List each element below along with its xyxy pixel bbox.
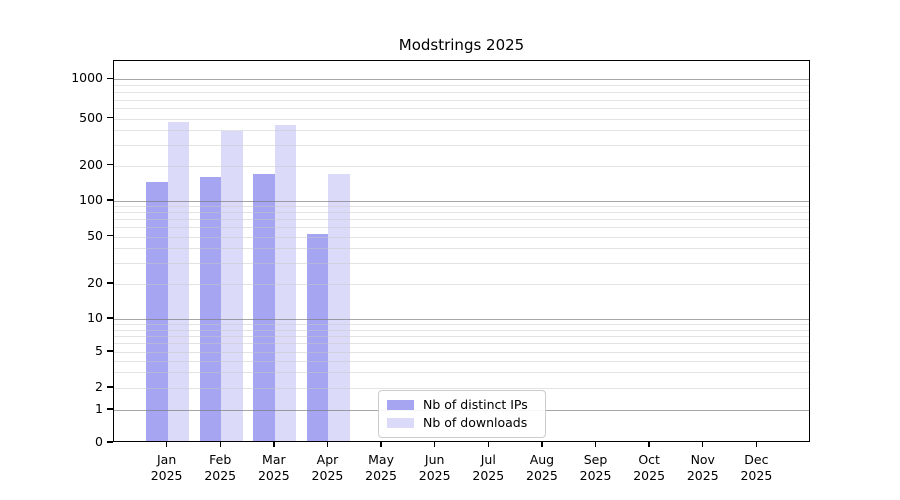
x-tick-year: 2025	[579, 468, 612, 483]
x-tick-month: Nov	[690, 452, 715, 467]
x-tick-year: 2025	[526, 468, 558, 483]
x-tick-year: 2025	[472, 468, 505, 483]
x-tick-month: Aug	[529, 452, 555, 467]
x-tick-label-may: May 2025	[349, 452, 413, 484]
y-tick-mark	[107, 386, 113, 388]
legend-item: Nb of downloads	[387, 416, 537, 430]
y-tick-label: 500	[79, 109, 103, 125]
gridline-minor	[114, 144, 809, 146]
x-tick-mark	[433, 442, 436, 447]
y-tick-label: 200	[79, 156, 103, 172]
y-tick-mark	[107, 317, 113, 319]
x-tick-label-aug: Aug 2025	[510, 452, 574, 484]
bar-apr-downloads	[328, 174, 350, 441]
legend: Nb of distinct IPs Nb of downloads	[378, 390, 546, 438]
x-tick-label-nov: Nov 2025	[671, 452, 735, 484]
bar-apr-ips	[306, 234, 329, 441]
y-tick-mark	[107, 117, 113, 119]
x-tick-label-oct: Oct 2025	[617, 452, 681, 484]
bar-feb-ips	[199, 176, 222, 441]
x-tick-mark	[648, 442, 650, 447]
chart-title: Modstrings 2025	[398, 36, 525, 54]
x-tick-label-jul: Jul 2025	[456, 452, 520, 484]
y-tick-mark	[107, 282, 113, 284]
gridline-minor	[114, 85, 809, 87]
gridline-major	[114, 79, 809, 81]
x-tick-month: May	[368, 452, 394, 467]
x-tick-year: 2025	[204, 468, 237, 483]
x-tick-mark	[541, 442, 543, 447]
legend-label: Nb of downloads	[423, 415, 528, 430]
x-tick-month: Jun	[424, 452, 445, 467]
x-tick-year: 2025	[150, 468, 183, 483]
x-tick-label-jun: Jun 2025	[403, 452, 467, 484]
y-tick-label: 10	[87, 310, 103, 325]
y-tick-mark	[107, 408, 113, 410]
legend-swatch-downloads	[387, 418, 414, 428]
gridline-minor	[114, 165, 809, 167]
gridline-minor	[114, 91, 809, 93]
x-tick-label-dec: Dec 2025	[724, 452, 788, 484]
y-tick-label: 50	[87, 227, 103, 243]
x-tick-label-jan: Jan 2025	[135, 452, 199, 484]
y-tick-label: 5	[95, 343, 103, 358]
x-tick-month: Oct	[638, 452, 660, 467]
y-tick-label: 1	[95, 401, 103, 416]
x-tick-month: Jan	[156, 452, 177, 467]
gridline-minor	[114, 108, 809, 110]
x-tick-mark	[326, 442, 329, 447]
y-tick-mark	[107, 234, 113, 237]
y-tick-mark	[107, 441, 113, 443]
legend-label: Nb of distinct IPs	[423, 397, 528, 412]
x-tick-mark	[165, 442, 168, 447]
y-tick-label: 100	[79, 192, 103, 207]
y-tick-label: 20	[87, 275, 103, 290]
x-tick-month: Feb	[209, 452, 232, 467]
y-tick-mark	[107, 350, 113, 352]
legend-item: Nb of distinct IPs	[387, 398, 537, 412]
x-tick-label-apr: Apr 2025	[295, 452, 359, 484]
x-tick-month: Apr	[316, 452, 339, 467]
bar-mar-downloads	[274, 125, 297, 441]
x-tick-year: 2025	[740, 468, 773, 483]
y-tick-mark	[107, 77, 113, 79]
plot-area	[113, 60, 810, 442]
x-tick-year: 2025	[365, 468, 397, 483]
x-tick-mark	[219, 442, 221, 447]
gridline-minor	[114, 118, 809, 120]
y-tick-label: 2	[95, 379, 103, 394]
x-tick-label-mar: Mar 2025	[242, 452, 306, 484]
bar-jan-ips	[146, 181, 168, 441]
bar-feb-downloads	[221, 131, 243, 441]
y-tick-mark	[107, 199, 113, 201]
y-tick-label: 0	[95, 434, 103, 449]
gridline-minor	[114, 130, 809, 132]
x-tick-year: 2025	[257, 468, 290, 483]
x-tick-label-feb: Feb 2025	[188, 452, 252, 484]
gridline-minor	[114, 99, 809, 101]
x-tick-year: 2025	[686, 468, 719, 483]
x-tick-mark	[487, 442, 489, 447]
x-tick-mark	[594, 442, 597, 447]
y-tick-mark	[107, 163, 113, 166]
x-tick-month: Jul	[480, 452, 496, 467]
x-tick-mark	[702, 442, 704, 447]
x-tick-mark	[755, 442, 758, 447]
x-tick-mark	[273, 442, 275, 447]
x-tick-year: 2025	[311, 468, 344, 483]
bar-jan-downloads	[167, 121, 190, 441]
x-tick-year: 2025	[418, 468, 451, 483]
legend-swatch-ips	[387, 400, 414, 410]
x-tick-mark	[380, 442, 382, 447]
x-tick-label-sep: Sep 2025	[564, 452, 628, 484]
x-tick-month: Mar	[262, 452, 286, 467]
bar-mar-ips	[253, 174, 275, 441]
x-tick-month: Dec	[744, 452, 769, 467]
x-tick-month: Sep	[583, 452, 608, 467]
y-tick-label: 1000	[71, 70, 103, 86]
x-tick-year: 2025	[633, 468, 666, 483]
